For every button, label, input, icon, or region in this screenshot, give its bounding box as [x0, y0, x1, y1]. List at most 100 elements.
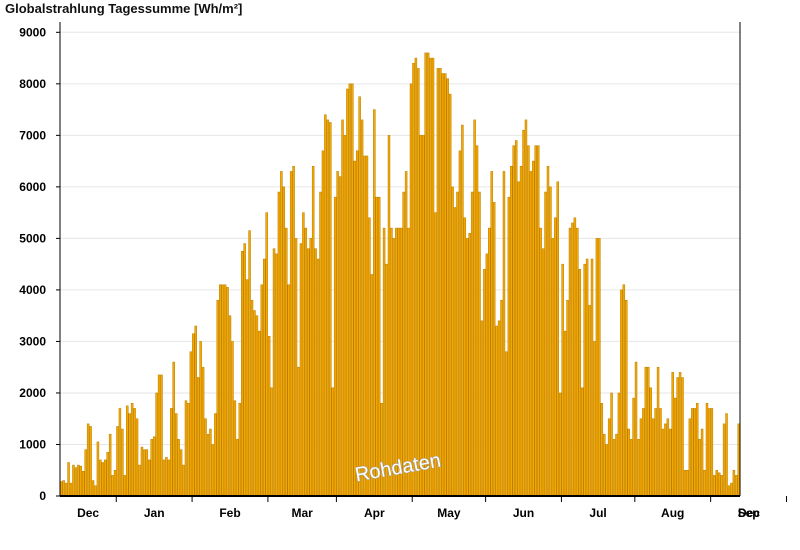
- bar: [214, 413, 217, 497]
- bar: [91, 480, 95, 497]
- bar: [326, 119, 330, 497]
- bar: [143, 449, 146, 497]
- chart-title: Globalstrahlung Tagessumme [Wh/m²]: [5, 1, 243, 16]
- x-tick-label: Feb: [219, 506, 240, 520]
- bar: [517, 181, 520, 497]
- bar: [118, 408, 122, 497]
- y-tick-label: 8000: [19, 77, 46, 91]
- bar: [534, 145, 537, 497]
- bar: [267, 336, 271, 497]
- bar: [263, 258, 266, 497]
- bar: [353, 160, 356, 497]
- bar: [316, 258, 320, 497]
- bar: [603, 433, 606, 497]
- bar: [649, 387, 652, 497]
- bar: [676, 377, 679, 497]
- bar: [204, 418, 207, 497]
- bar: [463, 217, 467, 497]
- bar: [82, 471, 85, 497]
- bar: [113, 469, 117, 497]
- bar: [270, 387, 273, 497]
- bar: [128, 413, 131, 497]
- bar: [541, 248, 545, 497]
- bar: [444, 73, 447, 497]
- bar: [89, 426, 92, 497]
- bar: [165, 457, 168, 497]
- bar: [99, 459, 102, 497]
- bar: [221, 284, 224, 497]
- bar: [199, 341, 202, 497]
- bar: [681, 377, 684, 497]
- bar: [536, 145, 540, 497]
- bar: [206, 433, 210, 497]
- bar: [693, 408, 696, 497]
- bar: [272, 248, 276, 497]
- bar: [377, 196, 381, 497]
- bar: [625, 299, 628, 497]
- bar: [96, 441, 100, 497]
- bar: [111, 475, 114, 497]
- bar: [253, 310, 256, 497]
- bar: [664, 423, 667, 497]
- bar: [483, 269, 486, 497]
- bar: [522, 129, 525, 497]
- bar: [390, 227, 393, 497]
- bar: [661, 428, 665, 497]
- bar: [529, 171, 533, 497]
- y-tick-label: 3000: [19, 334, 46, 348]
- bar: [446, 78, 449, 497]
- x-tick-label: Apr: [364, 506, 385, 520]
- x-tick-label: Jan: [144, 506, 165, 520]
- bar: [329, 122, 332, 497]
- bar: [730, 482, 733, 497]
- bar: [458, 150, 462, 497]
- bar: [343, 135, 347, 497]
- bar: [170, 408, 173, 497]
- bar: [429, 57, 432, 497]
- bar: [475, 145, 479, 497]
- bar: [695, 403, 699, 497]
- bar: [346, 88, 349, 497]
- bar: [566, 299, 569, 497]
- bar: [422, 135, 425, 497]
- y-tick-label: 0: [39, 489, 46, 503]
- bar: [74, 467, 78, 497]
- bar: [558, 392, 562, 497]
- bar: [610, 392, 613, 497]
- bar: [456, 191, 459, 497]
- bar: [382, 227, 386, 497]
- bar: [576, 227, 579, 497]
- bar: [708, 408, 711, 497]
- bar: [177, 439, 180, 497]
- bar: [678, 372, 682, 497]
- bar: [160, 374, 163, 497]
- bar: [304, 227, 308, 497]
- bar: [258, 330, 261, 497]
- bar: [336, 171, 339, 497]
- bar: [546, 166, 550, 497]
- bar: [600, 403, 604, 497]
- y-tick-label: 4000: [19, 283, 46, 297]
- bar: [241, 251, 244, 497]
- bar: [470, 191, 474, 497]
- bar: [297, 366, 300, 497]
- bar: [485, 253, 489, 497]
- bar: [615, 433, 618, 497]
- bar: [101, 462, 105, 497]
- bar: [72, 464, 75, 497]
- bar: [715, 469, 718, 497]
- bar: [248, 230, 251, 497]
- bar: [155, 392, 158, 497]
- bar: [148, 459, 151, 497]
- x-tick-label: Jul: [589, 506, 606, 520]
- bar: [140, 446, 144, 497]
- bar: [108, 433, 112, 497]
- x-tick-label: Mar: [292, 506, 314, 520]
- bar: [311, 166, 315, 497]
- bar: [104, 459, 107, 497]
- bar: [512, 145, 515, 497]
- bar: [238, 403, 242, 497]
- bar: [116, 426, 119, 497]
- bar: [324, 114, 327, 497]
- bar: [409, 83, 413, 497]
